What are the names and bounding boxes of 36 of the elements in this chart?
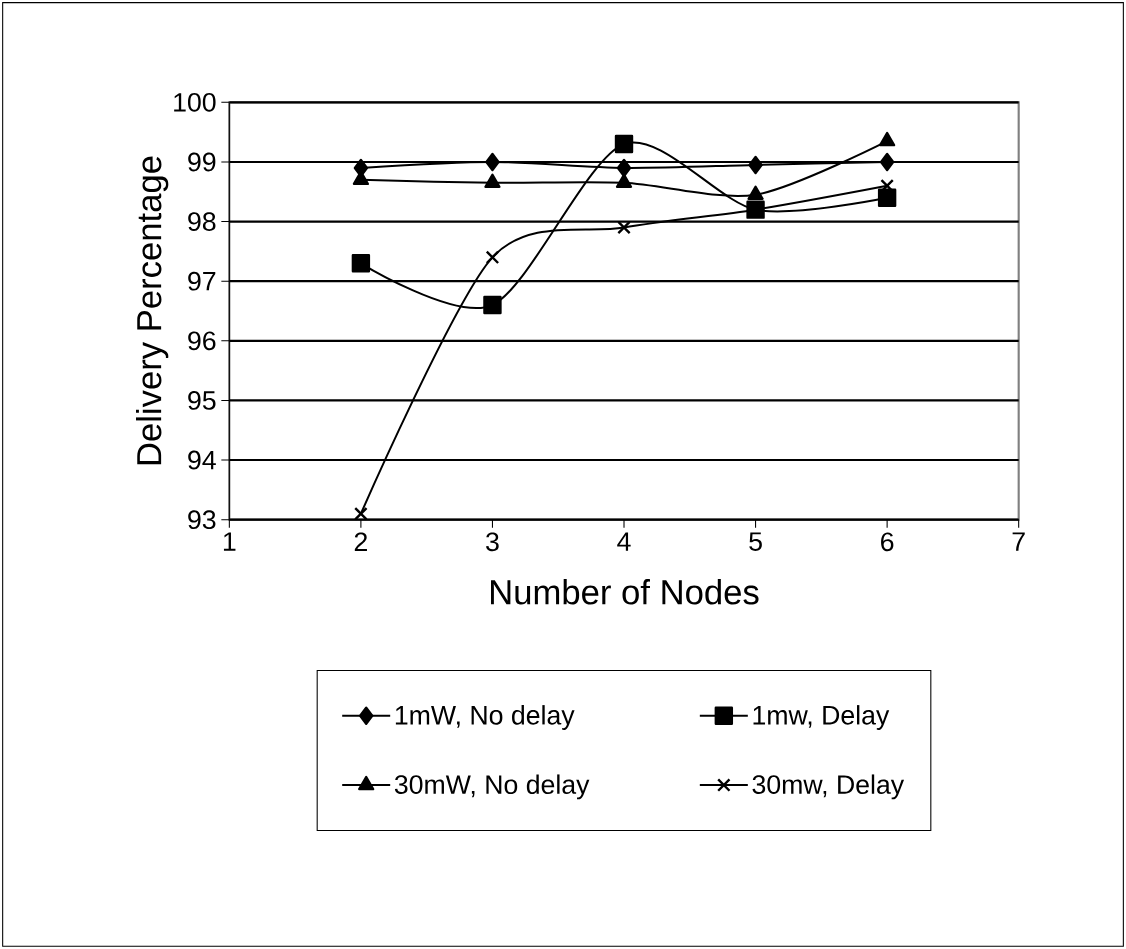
point [485,152,500,172]
y-tick-label: 93 [188,510,216,530]
y-tick-label: 97 [188,271,216,291]
y-tick-label: 94 [188,450,216,470]
y-axis-title: Delivery Percentage [136,156,169,465]
point [878,131,896,147]
legend-label: 1mw, Delay [753,705,890,730]
legend-label: 1mW, No delay [395,705,575,730]
point [747,185,764,200]
legend-label: 30mw, Delay [752,774,905,800]
point [484,173,501,189]
point [483,295,502,315]
y-tick-label: 95 [188,391,216,410]
x-tick-label: 2 [354,532,367,551]
x-tick-label: 7 [1012,532,1025,551]
point [748,155,763,175]
x-axis-title: Number of Nodes [491,579,759,605]
point [617,220,631,235]
point [614,134,634,154]
point [877,188,897,207]
point [485,250,500,265]
y-tick-label: 96 [188,331,216,351]
point [616,158,632,178]
x-tick-label: 4 [617,532,631,551]
point [351,254,371,273]
y-tick-label: 98 [188,212,216,231]
x-tick-label: 3 [486,532,499,552]
y-tick-label: 99 [188,152,216,172]
y-tick-label: 100 [174,92,216,112]
x-tick-label: 1 [223,532,236,551]
x-tick-label: 5 [749,532,762,551]
point [879,152,895,172]
legend-label: 30mW, No delay [394,774,590,800]
point [615,173,633,189]
point [354,506,368,521]
x-tick-label: 6 [881,532,894,552]
